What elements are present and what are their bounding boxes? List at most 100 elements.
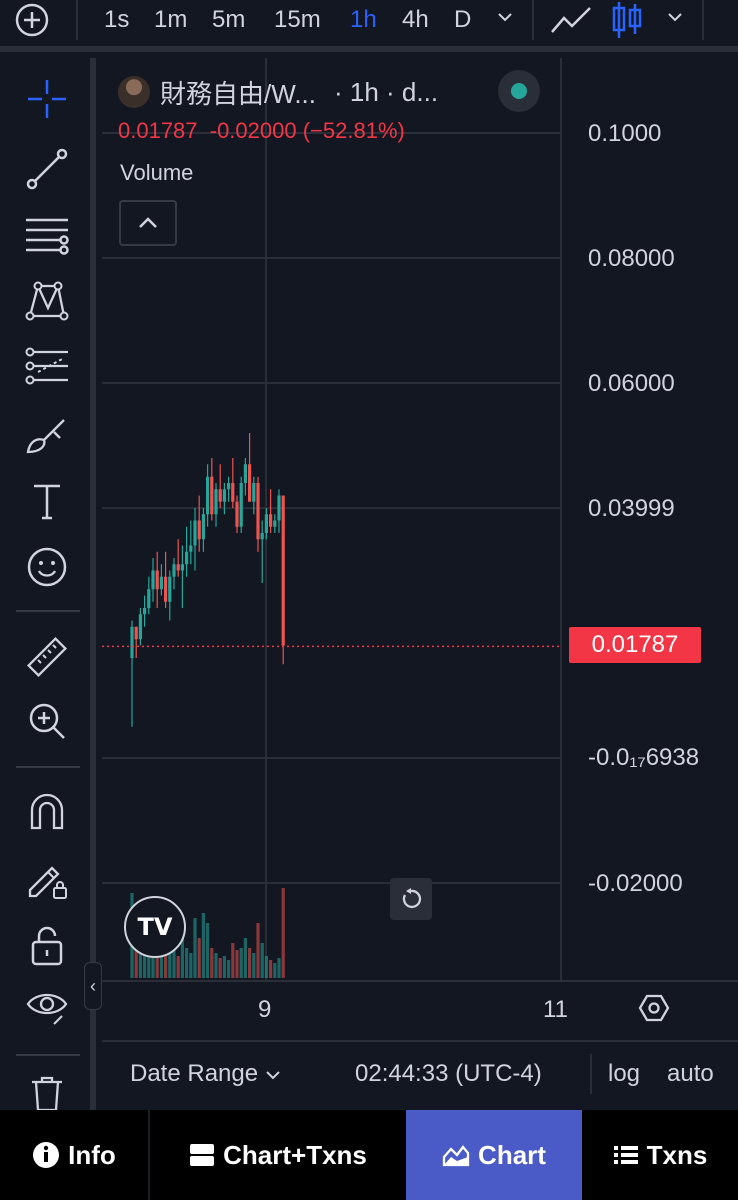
- tab-label: Chart+Txns: [223, 1139, 367, 1170]
- candle-body: [252, 483, 256, 502]
- volume-bar: [260, 943, 264, 978]
- auto-scale-toggle[interactable]: auto: [667, 1060, 714, 1087]
- tab-chart-txns[interactable]: Chart+Txns: [150, 1110, 406, 1200]
- price-label: -0.0₁₇6938: [588, 744, 700, 771]
- volume-bar: [134, 938, 138, 978]
- line-chart-icon[interactable]: [548, 2, 594, 43]
- volume-bar: [281, 888, 285, 978]
- last-price-badge: 0.01787: [569, 627, 701, 663]
- date-range-label: Date Range: [130, 1060, 259, 1087]
- candle-body: [130, 626, 134, 658]
- candle-body: [164, 576, 168, 602]
- toolbar-collapse-handle[interactable]: ‹: [84, 962, 102, 1010]
- ruler-icon: [26, 636, 68, 678]
- emoji-tool[interactable]: [22, 542, 72, 592]
- pencil-lock-icon: [28, 866, 67, 899]
- chart-pane[interactable]: [102, 58, 738, 1040]
- divider: [148, 1110, 150, 1200]
- candle-body: [260, 533, 264, 540]
- candle-body: [243, 464, 247, 483]
- smiley-icon: [27, 547, 67, 587]
- time-label: 11: [543, 996, 568, 1023]
- horizontal-lines-icon: [26, 218, 69, 255]
- timeframe-1h[interactable]: 1h: [350, 6, 377, 33]
- tab-chart[interactable]: Chart: [406, 1110, 582, 1200]
- timeframe-15m[interactable]: 15m: [274, 6, 321, 33]
- market-status-indicator[interactable]: [498, 70, 540, 112]
- candle-body: [264, 514, 268, 533]
- candlestick-chart-icon[interactable]: [610, 0, 644, 45]
- candle-body: [197, 520, 201, 540]
- legend-collapse-button[interactable]: [119, 200, 177, 246]
- forecast-tool[interactable]: [22, 342, 72, 392]
- volume-bar: [180, 928, 184, 978]
- chart-settings-icon[interactable]: [638, 992, 670, 1024]
- candle-body: [155, 570, 159, 590]
- timeframe-1d[interactable]: D: [454, 6, 472, 33]
- candle-body: [273, 520, 277, 527]
- zoom-in-tool[interactable]: [22, 696, 72, 746]
- candle-body: [222, 489, 226, 502]
- divider: [16, 766, 80, 768]
- timeframe-chevron-down-icon[interactable]: [496, 10, 514, 29]
- reset-chart-button[interactable]: [390, 878, 432, 920]
- volume-bar: [235, 950, 239, 978]
- candle-body: [176, 564, 180, 571]
- timezone-clock[interactable]: 02:44:33 (UTC-4): [355, 1060, 542, 1087]
- brush-icon: [26, 419, 65, 454]
- symbol-legend[interactable]: 財務自由/W... · 1h · d...: [118, 72, 438, 112]
- trash-icon: [32, 1076, 62, 1110]
- drawing-toolbar: [0, 58, 96, 1110]
- tab-info[interactable]: Info: [0, 1110, 148, 1200]
- volume-bar: [210, 948, 214, 978]
- text-tool[interactable]: [22, 476, 72, 526]
- candle-body: [227, 483, 231, 490]
- magnet-tool[interactable]: [22, 786, 72, 836]
- candle-body: [281, 495, 285, 646]
- price-axis[interactable]: [560, 58, 738, 980]
- timeframe-4h[interactable]: 4h: [402, 6, 429, 33]
- candle-body: [193, 520, 197, 546]
- time-axis[interactable]: [102, 980, 738, 1042]
- candle-body: [180, 564, 184, 571]
- price-label: 0.1000: [588, 120, 662, 147]
- lock-drawings-tool[interactable]: [22, 854, 72, 904]
- delete-tool[interactable]: [22, 1072, 72, 1110]
- ohlc-values: 0.01787 -0.02000 (−52.81%): [118, 118, 405, 143]
- tab-txns[interactable]: Txns: [582, 1110, 738, 1200]
- divider: [16, 1054, 80, 1056]
- volume-bar: [193, 918, 197, 978]
- volume-bar: [264, 956, 268, 978]
- candle-body: [256, 483, 260, 540]
- top-toolbar: 1s 1m 5m 15m 1h 4h D: [0, 0, 738, 52]
- price-label: 0.03999: [588, 495, 675, 522]
- chevron-left-icon: ‹: [90, 975, 96, 996]
- pattern-tool[interactable]: [22, 276, 72, 326]
- measure-tool[interactable]: [22, 632, 72, 682]
- volume-bar: [155, 938, 159, 978]
- volume-bar: [243, 938, 247, 978]
- volume-bar: [218, 958, 222, 978]
- crosshair-tool[interactable]: [22, 74, 72, 124]
- reset-icon: [402, 888, 422, 909]
- volume-bar: [176, 956, 180, 978]
- timeframe-5m[interactable]: 5m: [212, 6, 246, 33]
- chart-type-chevron-down-icon[interactable]: [666, 10, 684, 29]
- eye-icon: [26, 993, 68, 1025]
- tradingview-logo[interactable]: TV: [124, 896, 186, 958]
- volume-label[interactable]: Volume: [120, 160, 194, 185]
- brush-tool[interactable]: [22, 410, 72, 460]
- lock-all-tool[interactable]: [22, 920, 72, 970]
- add-symbol-icon[interactable]: [14, 2, 50, 38]
- candle-body: [138, 614, 142, 640]
- fib-retracement-tool[interactable]: [22, 210, 72, 260]
- date-range-button[interactable]: Date Range: [130, 1060, 281, 1088]
- hide-drawings-tool[interactable]: [22, 982, 72, 1032]
- trend-line-tool[interactable]: [22, 144, 72, 194]
- timeframe-1s[interactable]: 1s: [104, 6, 130, 33]
- candle-body: [172, 564, 176, 577]
- log-scale-toggle[interactable]: log: [608, 1060, 641, 1087]
- info-icon: [33, 1142, 60, 1168]
- volume-bar: [164, 948, 168, 978]
- timeframe-1m[interactable]: 1m: [154, 6, 188, 33]
